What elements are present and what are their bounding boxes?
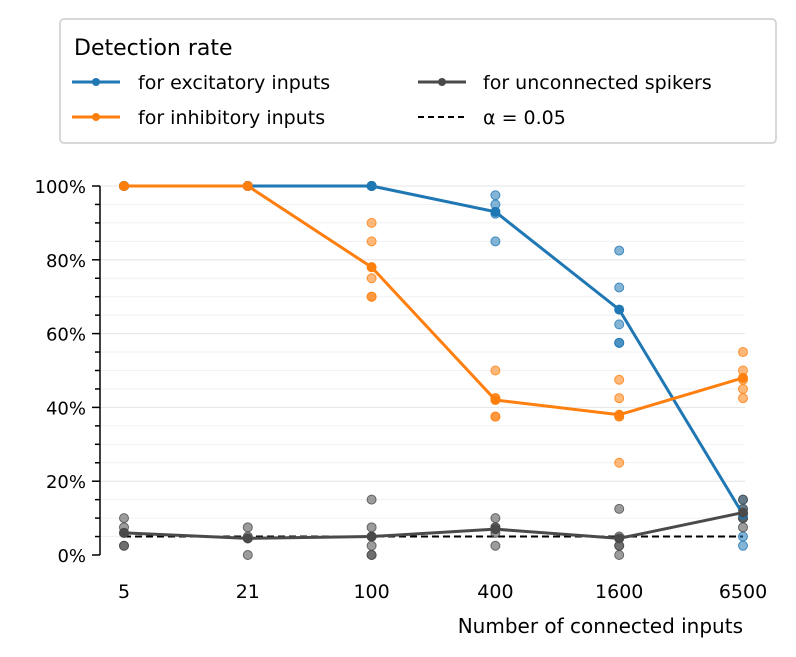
x-tick-label: 21 bbox=[236, 581, 260, 603]
mean-point bbox=[490, 524, 501, 535]
legend-label-excitatory: for excitatory inputs bbox=[138, 72, 330, 94]
sample-point bbox=[366, 236, 377, 247]
series-line bbox=[123, 511, 744, 540]
sample-point bbox=[490, 540, 501, 551]
sample-point bbox=[366, 273, 377, 284]
mean-point bbox=[490, 395, 501, 406]
mean-point bbox=[242, 181, 253, 191]
mean-point bbox=[119, 181, 129, 191]
legend: Detection rate for excitatory inputs for… bbox=[59, 18, 777, 144]
legend-marker-inhibitory bbox=[92, 113, 100, 121]
legend-entry-excitatory: for excitatory inputs bbox=[72, 72, 330, 94]
grid bbox=[100, 185, 745, 538]
y-axis: 0% 20% 40% 60% 80% 100% bbox=[35, 177, 101, 567]
series-lines bbox=[119, 181, 748, 544]
x-tick-label: 1600 bbox=[595, 581, 643, 603]
sample-point bbox=[614, 319, 625, 330]
sample-point bbox=[738, 347, 748, 358]
y-tick-label: 20% bbox=[46, 472, 86, 493]
sample-point bbox=[366, 522, 377, 533]
sample-point bbox=[614, 374, 625, 385]
mean-point bbox=[490, 206, 501, 217]
sample-point bbox=[738, 522, 748, 533]
sample-point bbox=[738, 531, 748, 542]
sample-point bbox=[490, 190, 501, 201]
sample-point bbox=[490, 513, 501, 524]
x-tick-label: 6500 bbox=[719, 581, 767, 603]
mean-point bbox=[242, 533, 253, 544]
legend-marker-unconnected bbox=[438, 78, 446, 86]
legend-label-inhibitory: for inhibitory inputs bbox=[138, 107, 325, 129]
sample-point bbox=[242, 550, 253, 560]
legend-entry-inhibitory: for inhibitory inputs bbox=[72, 107, 325, 129]
sample-point bbox=[614, 245, 625, 256]
sample-point bbox=[738, 540, 748, 551]
y-tick-label: 60% bbox=[46, 325, 86, 346]
series-line bbox=[124, 184, 745, 516]
series-line bbox=[124, 184, 744, 417]
sample-point bbox=[614, 503, 625, 514]
sample-point bbox=[490, 411, 501, 422]
sample-point bbox=[366, 540, 377, 551]
mean-point bbox=[614, 304, 625, 315]
y-tick-label: 0% bbox=[57, 546, 86, 567]
x-axis-label: Number of connected inputs bbox=[458, 614, 743, 638]
sample-point bbox=[366, 217, 377, 228]
sample-point bbox=[366, 550, 377, 560]
x-tick-label: 5 bbox=[118, 581, 130, 603]
sample-point bbox=[738, 383, 748, 394]
sample-point bbox=[366, 494, 377, 505]
legend-label-alpha: α = 0.05 bbox=[483, 107, 566, 129]
mean-point bbox=[366, 181, 377, 191]
y-tick-label: 40% bbox=[46, 398, 86, 419]
sample-point bbox=[119, 540, 129, 551]
y-tick-label: 80% bbox=[46, 251, 86, 272]
sample-point bbox=[614, 337, 625, 348]
mean-point bbox=[614, 533, 625, 544]
x-tick-label: 400 bbox=[477, 581, 513, 603]
legend-entry-unconnected: for unconnected spikers bbox=[418, 72, 712, 94]
legend-entry-alpha: α = 0.05 bbox=[418, 107, 566, 129]
sample-point bbox=[366, 291, 377, 302]
sample-point bbox=[119, 513, 129, 524]
sample-point bbox=[738, 393, 748, 404]
mean-point bbox=[614, 409, 625, 420]
sample-point bbox=[614, 550, 625, 560]
sample-point bbox=[614, 282, 625, 293]
sample-point bbox=[242, 522, 253, 533]
sample-point bbox=[614, 457, 625, 468]
sample-point bbox=[614, 393, 625, 404]
x-axis: 5 21 100 400 1600 6500 bbox=[118, 581, 767, 603]
legend-label-unconnected: for unconnected spikers bbox=[483, 72, 712, 94]
mean-point bbox=[738, 507, 748, 518]
mean-point bbox=[366, 531, 377, 542]
mean-point bbox=[738, 372, 748, 383]
x-tick-label: 100 bbox=[353, 581, 389, 603]
y-tick-label: 100% bbox=[35, 177, 86, 198]
sample-point bbox=[490, 236, 501, 247]
mean-point bbox=[119, 527, 129, 538]
sample-point bbox=[490, 365, 501, 376]
legend-marker-excitatory bbox=[92, 78, 100, 86]
mean-point bbox=[366, 262, 377, 273]
legend-title: Detection rate bbox=[74, 36, 233, 61]
sample-point bbox=[738, 494, 748, 505]
